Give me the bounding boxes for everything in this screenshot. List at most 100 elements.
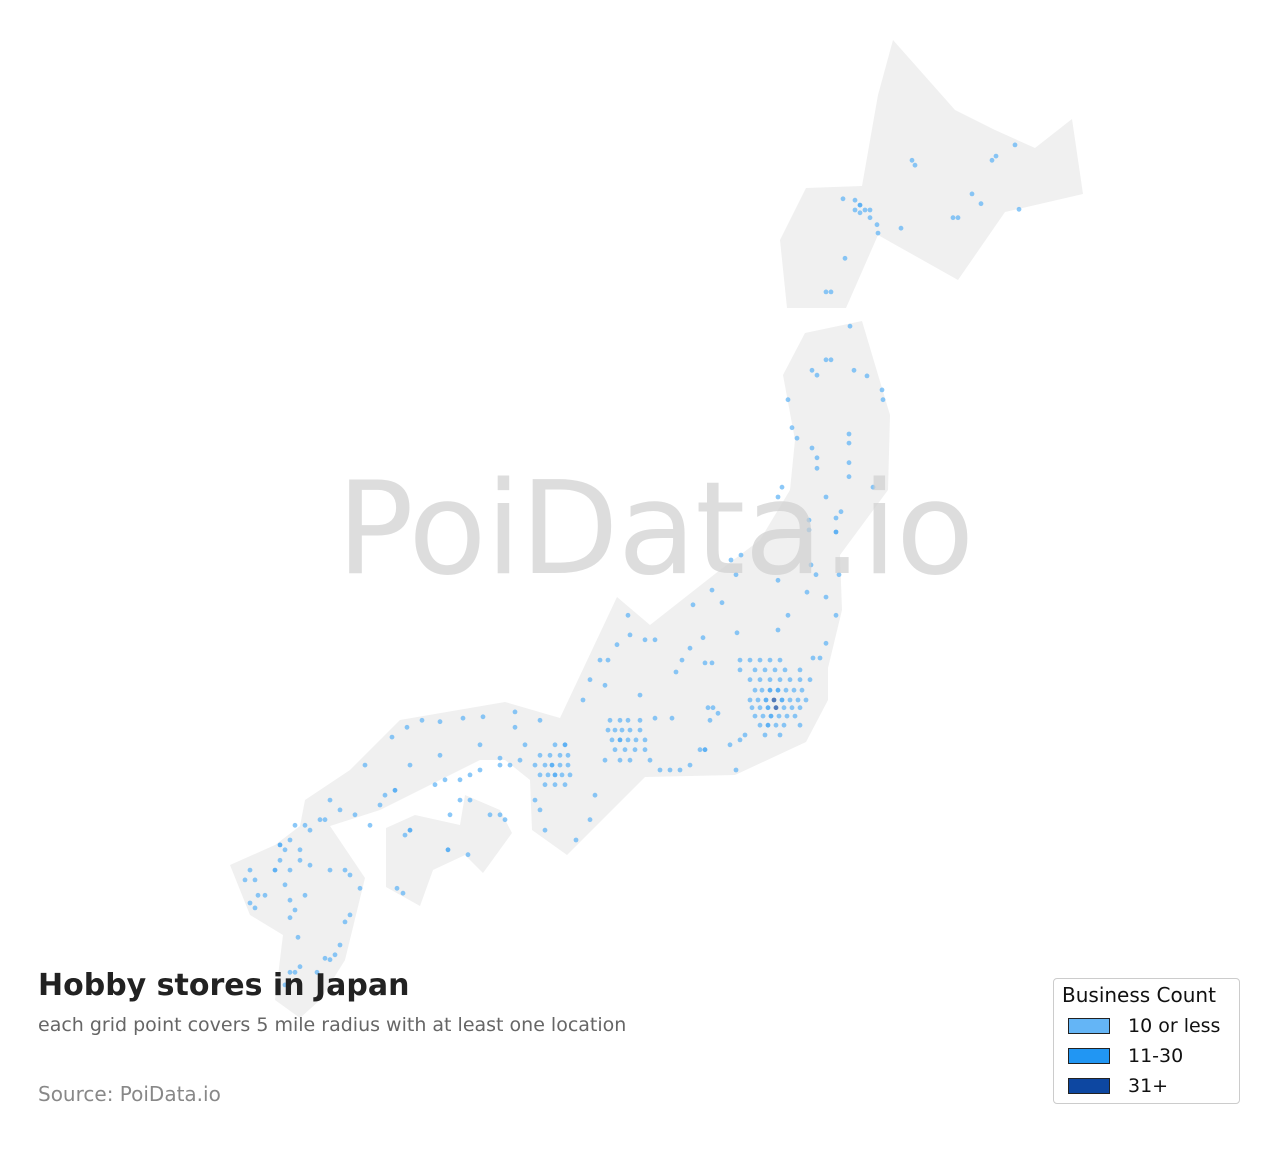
grid-point [993,153,999,159]
grid-point [823,640,829,646]
grid-point [783,687,789,693]
grid-point [547,752,553,758]
grid-point [652,637,658,643]
grid-point [297,857,303,863]
grid-point [389,734,395,740]
grid-point [602,682,608,688]
grid-point [467,797,473,803]
grid-point [775,627,781,633]
grid-point [797,667,803,673]
grid-point [542,782,548,788]
grid-point [728,557,734,563]
grid-point [785,612,791,618]
grid-point [797,705,803,711]
grid-point [679,657,685,663]
grid-point [978,201,984,207]
grid-point [898,225,904,231]
grid-point [445,847,451,853]
grid-point [773,705,779,711]
grid-point [765,722,771,728]
grid-point [779,484,785,490]
grid-point [755,697,761,703]
grid-point [512,724,518,730]
grid-point [612,727,618,733]
grid-point [382,792,388,798]
grid-point [727,742,733,748]
grid-point [292,969,298,975]
legend-label: 31+ [1128,1075,1169,1097]
grid-point [432,782,438,788]
grid-point [857,210,863,216]
grid-point [707,717,713,723]
grid-point [879,387,885,393]
grid-point [457,797,463,803]
grid-point [625,612,631,618]
grid-point [809,367,815,373]
grid-point [622,747,628,753]
grid-point [587,677,593,683]
grid-point [295,934,301,940]
grid-point [846,474,852,480]
grid-point [742,732,748,738]
grid-point [789,705,795,711]
grid-point [627,727,633,733]
grid-point [532,797,538,803]
grid-point [851,367,857,373]
grid-point [874,222,880,228]
grid-point [875,230,881,236]
grid-point [287,915,293,921]
grid-point [392,787,398,793]
grid-point [465,852,471,858]
grid-point [497,762,503,768]
legend-label: 10 or less [1128,1015,1221,1037]
grid-point [705,705,711,711]
grid-point [833,612,839,618]
grid-point [592,792,598,798]
grid-point [789,425,795,431]
grid-point [807,677,813,683]
grid-point [352,812,358,818]
grid-point [637,717,643,723]
grid-point [690,602,696,608]
grid-point [542,827,548,833]
grid-point [647,757,653,763]
grid-point [327,867,333,873]
grid-point [673,669,679,675]
grid-point [791,687,797,693]
grid-point [487,812,493,818]
grid-point [810,655,816,661]
grid-point [307,862,313,868]
grid-point [567,772,573,778]
grid-point [457,777,463,783]
grid-point [773,722,779,728]
legend-swatch [1068,1018,1110,1034]
grid-point [347,912,353,918]
grid-point [700,635,706,641]
grid-point [747,657,753,663]
grid-point [779,697,785,703]
grid-point [297,847,303,853]
grid-point [404,724,410,730]
grid-point [367,822,373,828]
grid-point [627,632,633,638]
legend: Business Count 10 or less 11-30 31+ [1053,978,1240,1104]
grid-point [287,867,293,873]
grid-point [817,655,823,661]
grid-point [552,772,558,778]
grid-point [565,752,571,758]
grid-point [852,197,858,203]
grid-point [337,942,343,948]
grid-point [642,737,648,743]
grid-point [302,892,308,898]
grid-point [912,162,918,168]
map-title: Hobby stores in Japan [38,968,410,1003]
grid-point [749,705,755,711]
grid-point [317,817,323,823]
grid-point [808,562,814,568]
legend-item-mid: 11-30 [1068,1045,1183,1067]
grid-point [955,215,961,221]
grid-point [617,737,623,743]
grid-point [752,667,758,673]
kyushu-land [230,826,365,1018]
grid-point [287,837,293,843]
